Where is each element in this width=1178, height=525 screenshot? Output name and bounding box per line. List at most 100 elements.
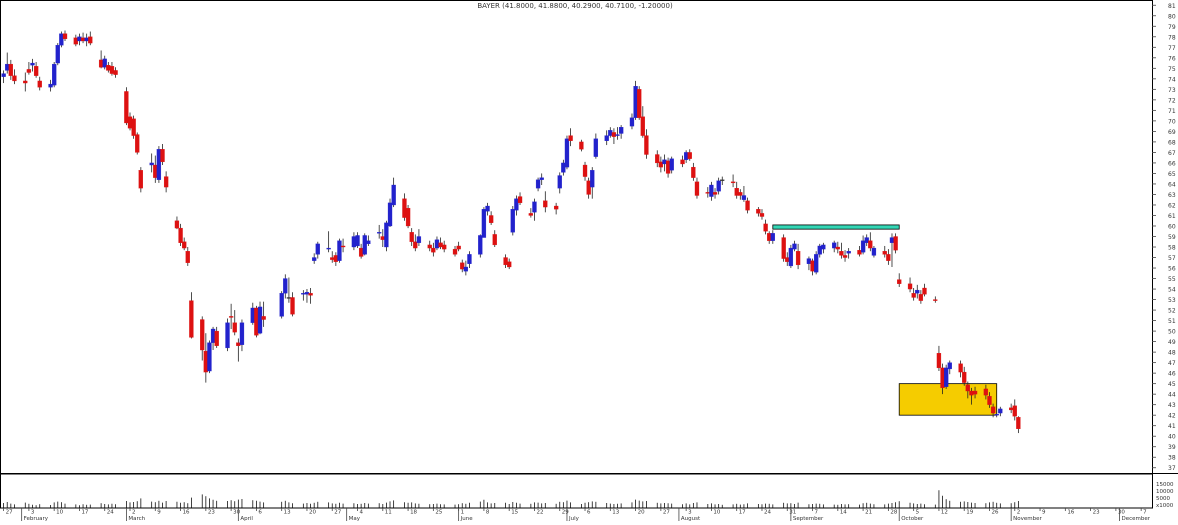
candle-body	[889, 237, 895, 243]
candle-body	[5, 63, 10, 71]
candle-body	[582, 164, 588, 177]
y-tick-label: 55	[1168, 276, 1176, 283]
candle-body	[431, 247, 436, 253]
candle	[478, 234, 483, 258]
candle-body	[23, 80, 28, 84]
candle	[788, 244, 794, 269]
candle-body	[637, 89, 642, 118]
candle-body	[37, 80, 42, 88]
candle-body	[308, 293, 313, 296]
candle-body	[460, 262, 465, 270]
candle-body	[615, 134, 620, 136]
candle	[463, 260, 469, 276]
candle	[871, 245, 877, 258]
candle-body	[149, 162, 154, 166]
candle-body	[998, 408, 1003, 414]
candle	[720, 176, 725, 185]
candle	[362, 233, 367, 256]
candle	[460, 259, 465, 273]
candle-body	[745, 200, 750, 211]
candle	[586, 177, 591, 199]
candle	[254, 305, 259, 338]
candle	[73, 34, 78, 47]
candle-body	[452, 248, 458, 255]
candle-body	[207, 342, 212, 372]
candle-body	[380, 236, 385, 240]
y-tick-label: 58	[1168, 245, 1176, 252]
candle-body	[178, 227, 183, 243]
y-tick-label: 71	[1168, 108, 1176, 115]
y-tick-label: 72	[1168, 97, 1176, 104]
candle-body	[362, 235, 367, 255]
candle	[442, 240, 447, 253]
candle-body	[994, 413, 999, 416]
candle-body	[868, 240, 873, 249]
candle	[182, 237, 187, 251]
candle-body	[795, 251, 801, 266]
candle	[543, 191, 548, 213]
candle-body	[185, 251, 190, 263]
candle	[156, 146, 162, 183]
candle-body	[189, 300, 194, 338]
candle-body	[174, 220, 180, 229]
candle	[290, 292, 295, 317]
candle-body	[225, 322, 230, 349]
candle	[333, 252, 338, 266]
candle-body	[720, 179, 725, 181]
candle	[781, 234, 786, 262]
candle	[864, 234, 869, 246]
candle-body	[1, 73, 6, 77]
candle	[250, 302, 255, 325]
candle-body	[640, 116, 645, 136]
candle	[947, 360, 952, 375]
candle	[517, 192, 523, 205]
candle	[507, 258, 512, 270]
x-day-label: 19	[966, 510, 973, 516]
candle-body	[842, 255, 848, 258]
candle	[431, 242, 436, 257]
candle	[582, 161, 588, 181]
candle	[257, 301, 263, 335]
candle	[553, 202, 559, 215]
candle-body	[337, 240, 342, 261]
volume-tick-label: 10000	[1156, 489, 1174, 495]
candle	[301, 290, 306, 301]
y-tick-label: 81	[1168, 3, 1176, 10]
candle	[279, 291, 284, 319]
candle	[452, 245, 458, 257]
candle	[59, 31, 64, 48]
candle-body	[983, 388, 989, 396]
candle-body	[608, 130, 613, 136]
annotation-box	[772, 224, 900, 230]
candle	[315, 241, 320, 259]
candle-body	[413, 241, 418, 249]
candle	[705, 187, 710, 198]
candle-body	[254, 307, 259, 336]
candle	[510, 206, 515, 236]
candle-body	[124, 91, 129, 124]
y-tick-label: 41	[1168, 423, 1176, 430]
x-day-label: 27	[6, 510, 13, 516]
x-month-label: May	[349, 516, 361, 521]
candle-body	[510, 209, 515, 233]
candle	[55, 43, 60, 66]
candle	[857, 245, 862, 257]
candle	[261, 301, 266, 327]
candle	[882, 245, 887, 258]
candle	[604, 130, 609, 146]
candle	[189, 292, 194, 339]
volume-tick-label: x1000	[1156, 503, 1174, 509]
candle	[629, 113, 635, 130]
candle	[810, 258, 815, 276]
candle	[770, 230, 775, 244]
candle-body	[340, 245, 346, 248]
candle	[113, 67, 118, 78]
candle	[153, 155, 158, 183]
candle	[745, 197, 750, 214]
candle-body	[55, 45, 60, 64]
candle-body	[633, 86, 638, 118]
candle	[200, 316, 205, 361]
x-day-label: 9	[157, 510, 161, 516]
